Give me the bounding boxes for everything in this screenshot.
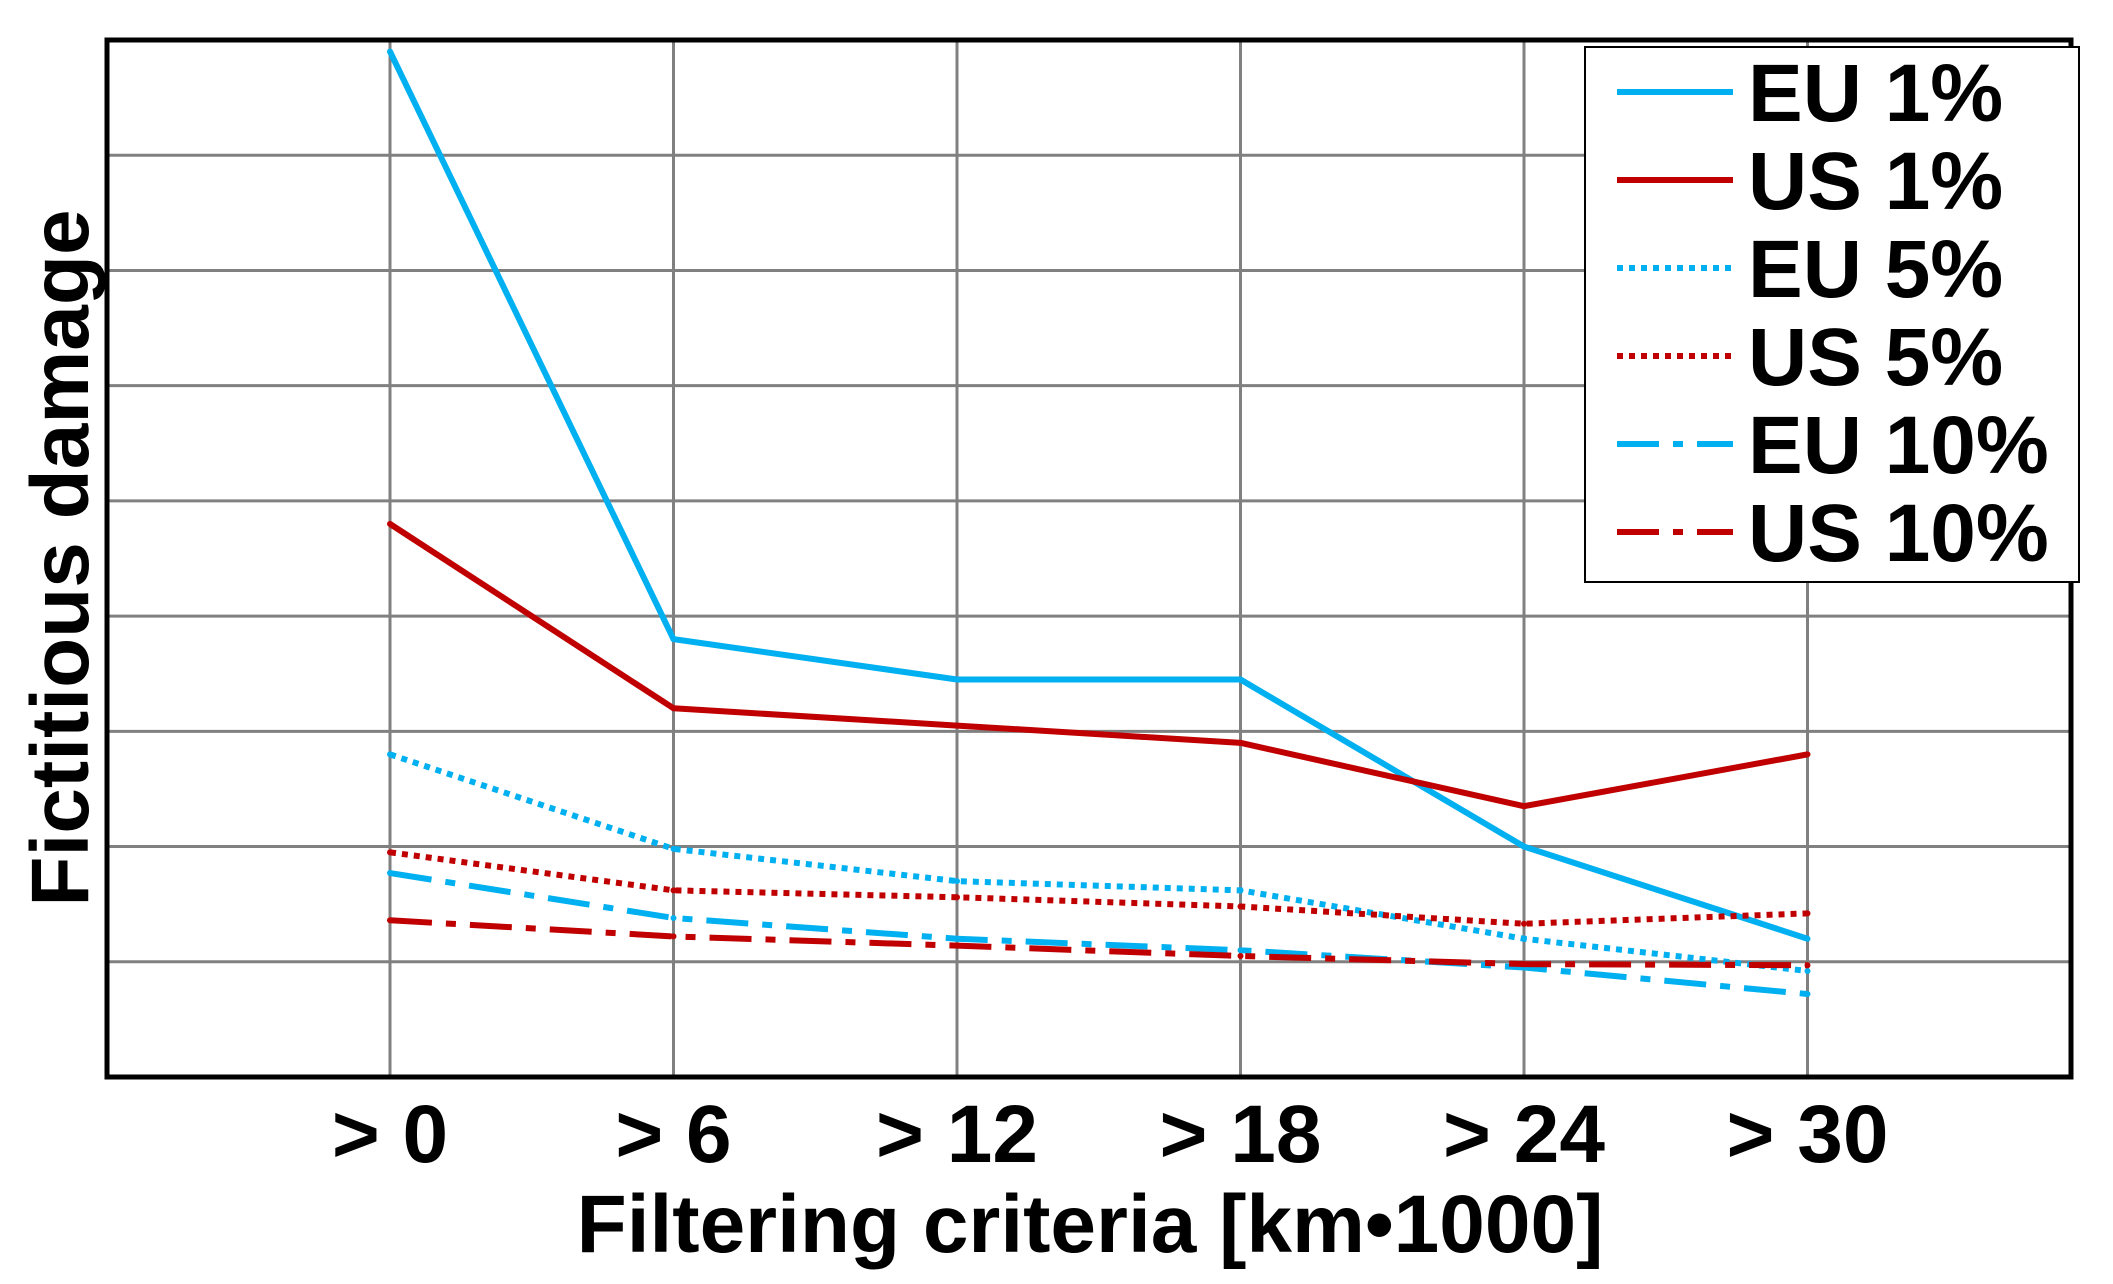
legend-label: EU 5% bbox=[1748, 224, 2003, 315]
data-point bbox=[1237, 887, 1244, 894]
data-point bbox=[387, 849, 393, 856]
legend-label: US 10% bbox=[1748, 488, 2049, 579]
x-tick-label: > 30 bbox=[1727, 1089, 1889, 1180]
data-point bbox=[1521, 803, 1527, 810]
data-point bbox=[1521, 935, 1527, 942]
data-point bbox=[1237, 947, 1244, 954]
x-tick-label: > 6 bbox=[615, 1089, 731, 1180]
legend-label: EU 1% bbox=[1748, 48, 2003, 139]
series-line bbox=[389, 917, 1808, 969]
series-line bbox=[388, 521, 1809, 810]
y-axis-title: Fictitious damage bbox=[15, 209, 106, 906]
x-axis-title: Filtering criteria [km•1000] bbox=[577, 1179, 1604, 1270]
data-point bbox=[670, 636, 677, 643]
series-eu-10- bbox=[387, 870, 1811, 998]
data-point bbox=[1237, 739, 1244, 746]
data-point bbox=[954, 676, 960, 683]
legend-label: US 1% bbox=[1748, 136, 2003, 227]
data-point bbox=[1804, 962, 1811, 969]
series-layer bbox=[387, 48, 1811, 998]
series-eu-1- bbox=[387, 48, 1811, 942]
series-us-1- bbox=[387, 520, 1811, 810]
data-point bbox=[1804, 751, 1811, 758]
data-point bbox=[1804, 935, 1811, 942]
data-point bbox=[670, 933, 677, 940]
data-point bbox=[954, 935, 960, 942]
data-point bbox=[1237, 676, 1244, 683]
data-point bbox=[1804, 967, 1811, 974]
series-line bbox=[389, 849, 1808, 927]
data-point bbox=[670, 845, 677, 852]
series-us-5- bbox=[387, 849, 1811, 927]
data-point bbox=[954, 894, 960, 901]
data-point bbox=[387, 917, 393, 924]
x-tick-labels: > 0 > 6 > 12 > 18 > 24 > 30 bbox=[332, 1089, 1889, 1180]
series-us-10- bbox=[387, 917, 1811, 969]
data-point bbox=[954, 722, 960, 729]
data-point bbox=[1521, 920, 1527, 927]
data-point bbox=[1521, 843, 1527, 850]
data-point bbox=[1804, 991, 1811, 998]
x-tick-label: > 0 bbox=[332, 1089, 448, 1180]
legend-box bbox=[1584, 46, 2080, 583]
x-tick-label: > 12 bbox=[876, 1089, 1038, 1180]
data-point bbox=[387, 870, 393, 877]
legend: EU 1%US 1%EU 5%US 5%EU 10%US 10% bbox=[1584, 46, 2080, 583]
data-point bbox=[954, 878, 960, 885]
legend-label: EU 10% bbox=[1748, 400, 2049, 491]
data-point bbox=[387, 751, 393, 758]
legend-label: US 5% bbox=[1748, 312, 2003, 403]
data-point bbox=[387, 48, 393, 55]
data-point bbox=[1237, 953, 1244, 960]
data-point bbox=[670, 705, 677, 712]
series-eu-5- bbox=[387, 751, 1811, 974]
data-point bbox=[670, 914, 677, 921]
data-point bbox=[1237, 903, 1244, 910]
series-line bbox=[389, 751, 1808, 974]
data-point bbox=[1521, 961, 1527, 968]
data-point bbox=[670, 887, 677, 894]
data-point bbox=[954, 942, 960, 949]
x-tick-label: > 24 bbox=[1443, 1089, 1605, 1180]
series-line bbox=[387, 50, 1809, 942]
x-tick-label: > 18 bbox=[1160, 1089, 1322, 1180]
data-point bbox=[387, 520, 393, 527]
data-point bbox=[1804, 910, 1811, 917]
